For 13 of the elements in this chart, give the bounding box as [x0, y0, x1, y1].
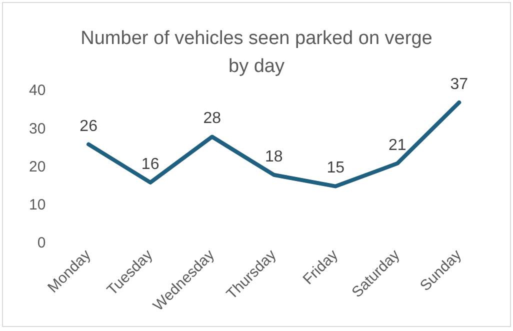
data-label: 26	[80, 118, 98, 135]
chart-title: Number of vehicles seen parked on verge by day	[80, 27, 434, 79]
y-tick-label: 10	[28, 196, 46, 214]
data-label: 18	[264, 148, 283, 166]
data-label: 16	[141, 156, 160, 173]
y-tick-label: 40	[28, 82, 46, 100]
y-tick-label: 0	[37, 234, 46, 252]
data-label: 37	[450, 76, 468, 93]
y-tick-label: 20	[28, 158, 46, 176]
y-tick-label: 30	[28, 120, 46, 138]
data-label: 21	[388, 136, 406, 154]
data-label: 15	[326, 160, 345, 177]
data-label: 28	[203, 110, 222, 128]
